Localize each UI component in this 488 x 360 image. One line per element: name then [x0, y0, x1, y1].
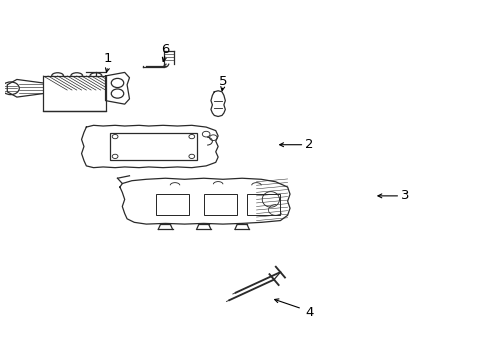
Text: 4: 4 [305, 306, 313, 319]
Text: 2: 2 [305, 138, 313, 151]
Text: 1: 1 [103, 52, 112, 65]
Text: 5: 5 [218, 75, 227, 88]
Bar [110, 133, 196, 160]
Bar [156, 194, 189, 215]
Text: 3: 3 [400, 189, 408, 202]
Bar [43, 76, 105, 111]
Text: 6: 6 [161, 43, 169, 56]
Bar [246, 194, 280, 215]
Bar [203, 194, 237, 215]
